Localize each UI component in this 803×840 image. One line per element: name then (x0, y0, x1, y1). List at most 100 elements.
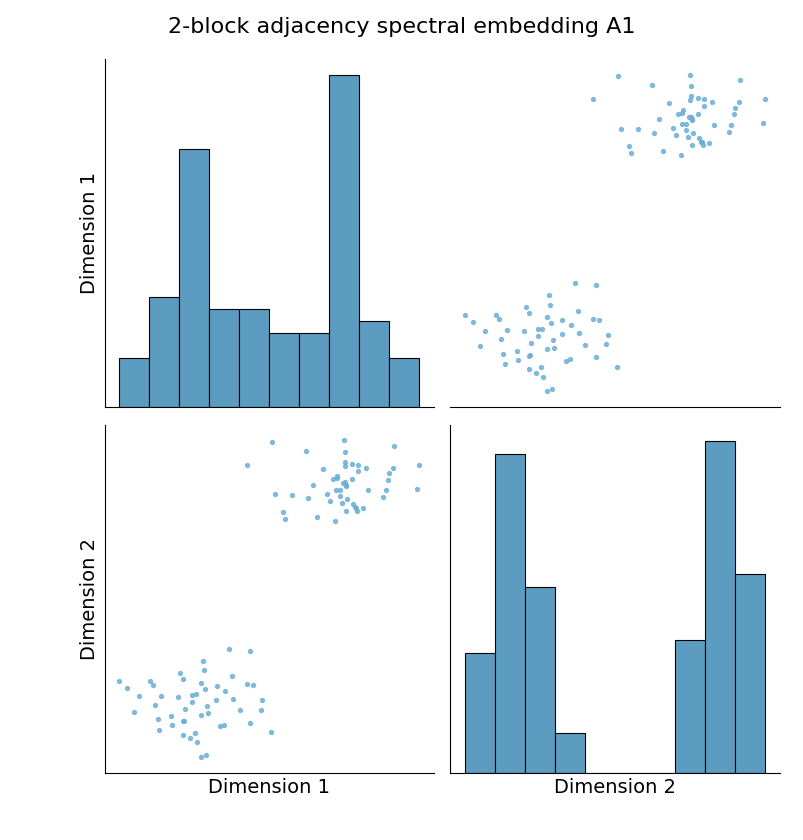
Bar (149, 297, 179, 407)
Point (412, 459, 425, 472)
Point (152, 723, 165, 737)
Point (679, 118, 691, 131)
Point (254, 703, 267, 717)
Bar (209, 309, 239, 407)
Point (691, 92, 703, 105)
Point (210, 693, 222, 706)
Point (177, 715, 190, 728)
Point (586, 312, 599, 325)
Point (330, 471, 343, 485)
Point (345, 457, 358, 470)
Point (702, 136, 715, 150)
Point (333, 490, 346, 503)
Point (329, 483, 342, 496)
Bar (239, 309, 269, 407)
Point (599, 338, 612, 351)
Point (674, 149, 687, 162)
Point (387, 438, 400, 452)
Point (512, 353, 524, 366)
Point (190, 688, 202, 701)
Point (459, 308, 471, 322)
Y-axis label: Dimension 1: Dimension 1 (79, 172, 99, 294)
Point (721, 125, 734, 139)
Point (757, 92, 770, 106)
Bar (734, 574, 764, 773)
Point (555, 328, 568, 341)
Point (724, 118, 737, 131)
Bar (120, 358, 149, 407)
Bar (328, 76, 359, 407)
Point (266, 435, 279, 449)
Point (351, 458, 364, 471)
Bar (704, 441, 734, 773)
Point (531, 323, 544, 336)
Point (335, 496, 348, 510)
Point (727, 108, 740, 121)
Point (268, 487, 281, 501)
Point (546, 333, 559, 347)
Point (218, 685, 231, 698)
Point (285, 488, 298, 501)
Point (194, 750, 207, 764)
Point (564, 318, 577, 332)
Point (571, 304, 584, 318)
Point (320, 487, 332, 501)
Point (540, 310, 552, 323)
Point (520, 301, 532, 314)
Point (340, 480, 353, 493)
Point (499, 323, 512, 337)
Point (340, 478, 353, 491)
Point (684, 110, 697, 123)
Point (543, 298, 556, 312)
Point (199, 748, 212, 762)
Bar (179, 149, 209, 407)
Bar (555, 733, 585, 773)
Point (522, 362, 535, 375)
Point (376, 491, 389, 504)
Point (200, 700, 213, 713)
Point (652, 113, 665, 126)
Point (198, 682, 211, 696)
Point (222, 642, 235, 655)
Point (183, 732, 196, 745)
Point (646, 126, 659, 139)
Point (683, 79, 696, 92)
Point (328, 514, 341, 528)
Point (585, 92, 598, 106)
Point (346, 497, 359, 511)
Point (675, 118, 687, 131)
Point (218, 718, 230, 732)
Point (146, 678, 159, 691)
Text: 2-block adjacency spectral embedding A1: 2-block adjacency spectral embedding A1 (168, 17, 635, 37)
Point (675, 103, 688, 117)
Point (214, 720, 226, 733)
Point (492, 312, 505, 326)
Point (531, 329, 544, 343)
Point (494, 333, 507, 346)
Point (351, 465, 364, 478)
Point (685, 113, 698, 127)
Point (609, 360, 622, 373)
Bar (524, 587, 555, 773)
Point (264, 726, 277, 739)
Point (338, 445, 351, 459)
Point (172, 690, 185, 704)
Point (728, 101, 740, 114)
Point (149, 698, 161, 711)
Point (691, 131, 704, 144)
Point (188, 727, 201, 740)
Point (345, 473, 358, 486)
Point (578, 338, 591, 351)
Point (683, 68, 696, 81)
Point (669, 129, 682, 142)
Point (165, 718, 178, 732)
Point (533, 360, 546, 374)
Point (151, 712, 164, 726)
Point (336, 476, 349, 490)
Point (540, 343, 552, 356)
X-axis label: Dimension 1: Dimension 1 (208, 779, 330, 797)
Point (544, 383, 557, 396)
Point (226, 692, 239, 706)
Point (489, 308, 502, 322)
Point (645, 78, 658, 92)
